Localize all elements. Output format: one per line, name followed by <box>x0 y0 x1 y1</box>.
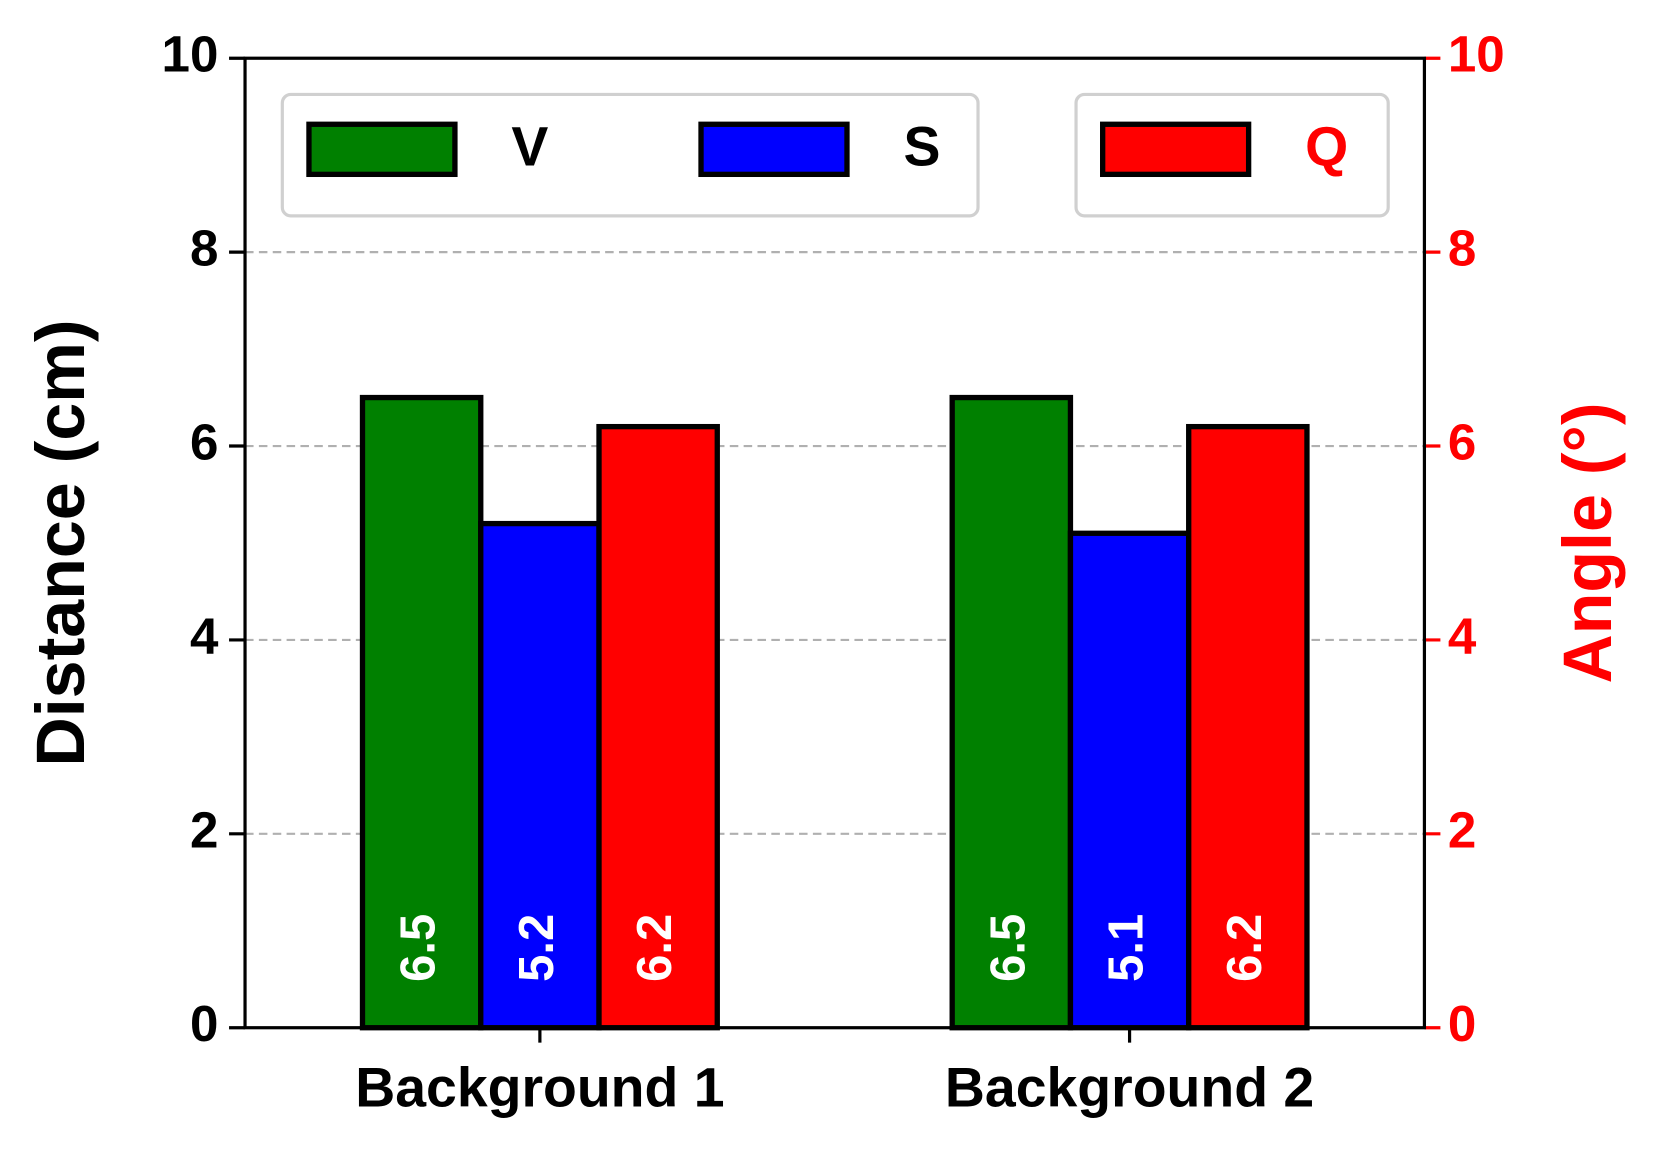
y-tick-label: 2 <box>190 801 218 858</box>
y-tick-label: 6 <box>190 414 218 471</box>
y2-tick-label: 8 <box>1448 220 1476 277</box>
legend-label: Q <box>1305 116 1348 178</box>
bar-value-label: 5.1 <box>1100 914 1154 982</box>
bar <box>359 394 484 1031</box>
y-tick-label: 0 <box>190 995 218 1052</box>
y-tick-label: 10 <box>162 26 219 83</box>
bar <box>1067 530 1192 1031</box>
plot-frame <box>243 56 1427 1030</box>
y2-axis-label: Angle (°) <box>1550 402 1626 683</box>
x-tick-label: Background 2 <box>945 1056 1314 1118</box>
bar-value-label: 6.2 <box>628 914 682 982</box>
y2-tick-label: 6 <box>1448 414 1476 471</box>
y-tick-label: 4 <box>190 607 219 664</box>
bar-value-label: 6.5 <box>392 914 446 982</box>
y2-tick-label: 0 <box>1448 995 1476 1052</box>
y2-tick-label: 2 <box>1448 801 1476 858</box>
legend-label: S <box>903 116 940 178</box>
bar-value-label: 6.5 <box>981 914 1035 982</box>
bar-value-label: 6.2 <box>1218 914 1272 982</box>
y2-tick-label: 10 <box>1448 26 1505 83</box>
bar-value-label: 5.2 <box>510 914 564 982</box>
legend-label: V <box>511 116 548 178</box>
bar <box>1186 423 1310 1031</box>
bar <box>949 394 1074 1031</box>
y-axis-label: Distance (cm) <box>23 319 99 766</box>
legend-swatch <box>698 121 850 178</box>
legend-swatch <box>306 121 458 178</box>
y2-tick-label: 4 <box>1448 607 1477 664</box>
y-tick-label: 8 <box>190 220 218 277</box>
legend-swatch <box>1100 121 1252 178</box>
x-tick-label: Background 1 <box>355 1056 724 1118</box>
bar <box>596 423 720 1031</box>
